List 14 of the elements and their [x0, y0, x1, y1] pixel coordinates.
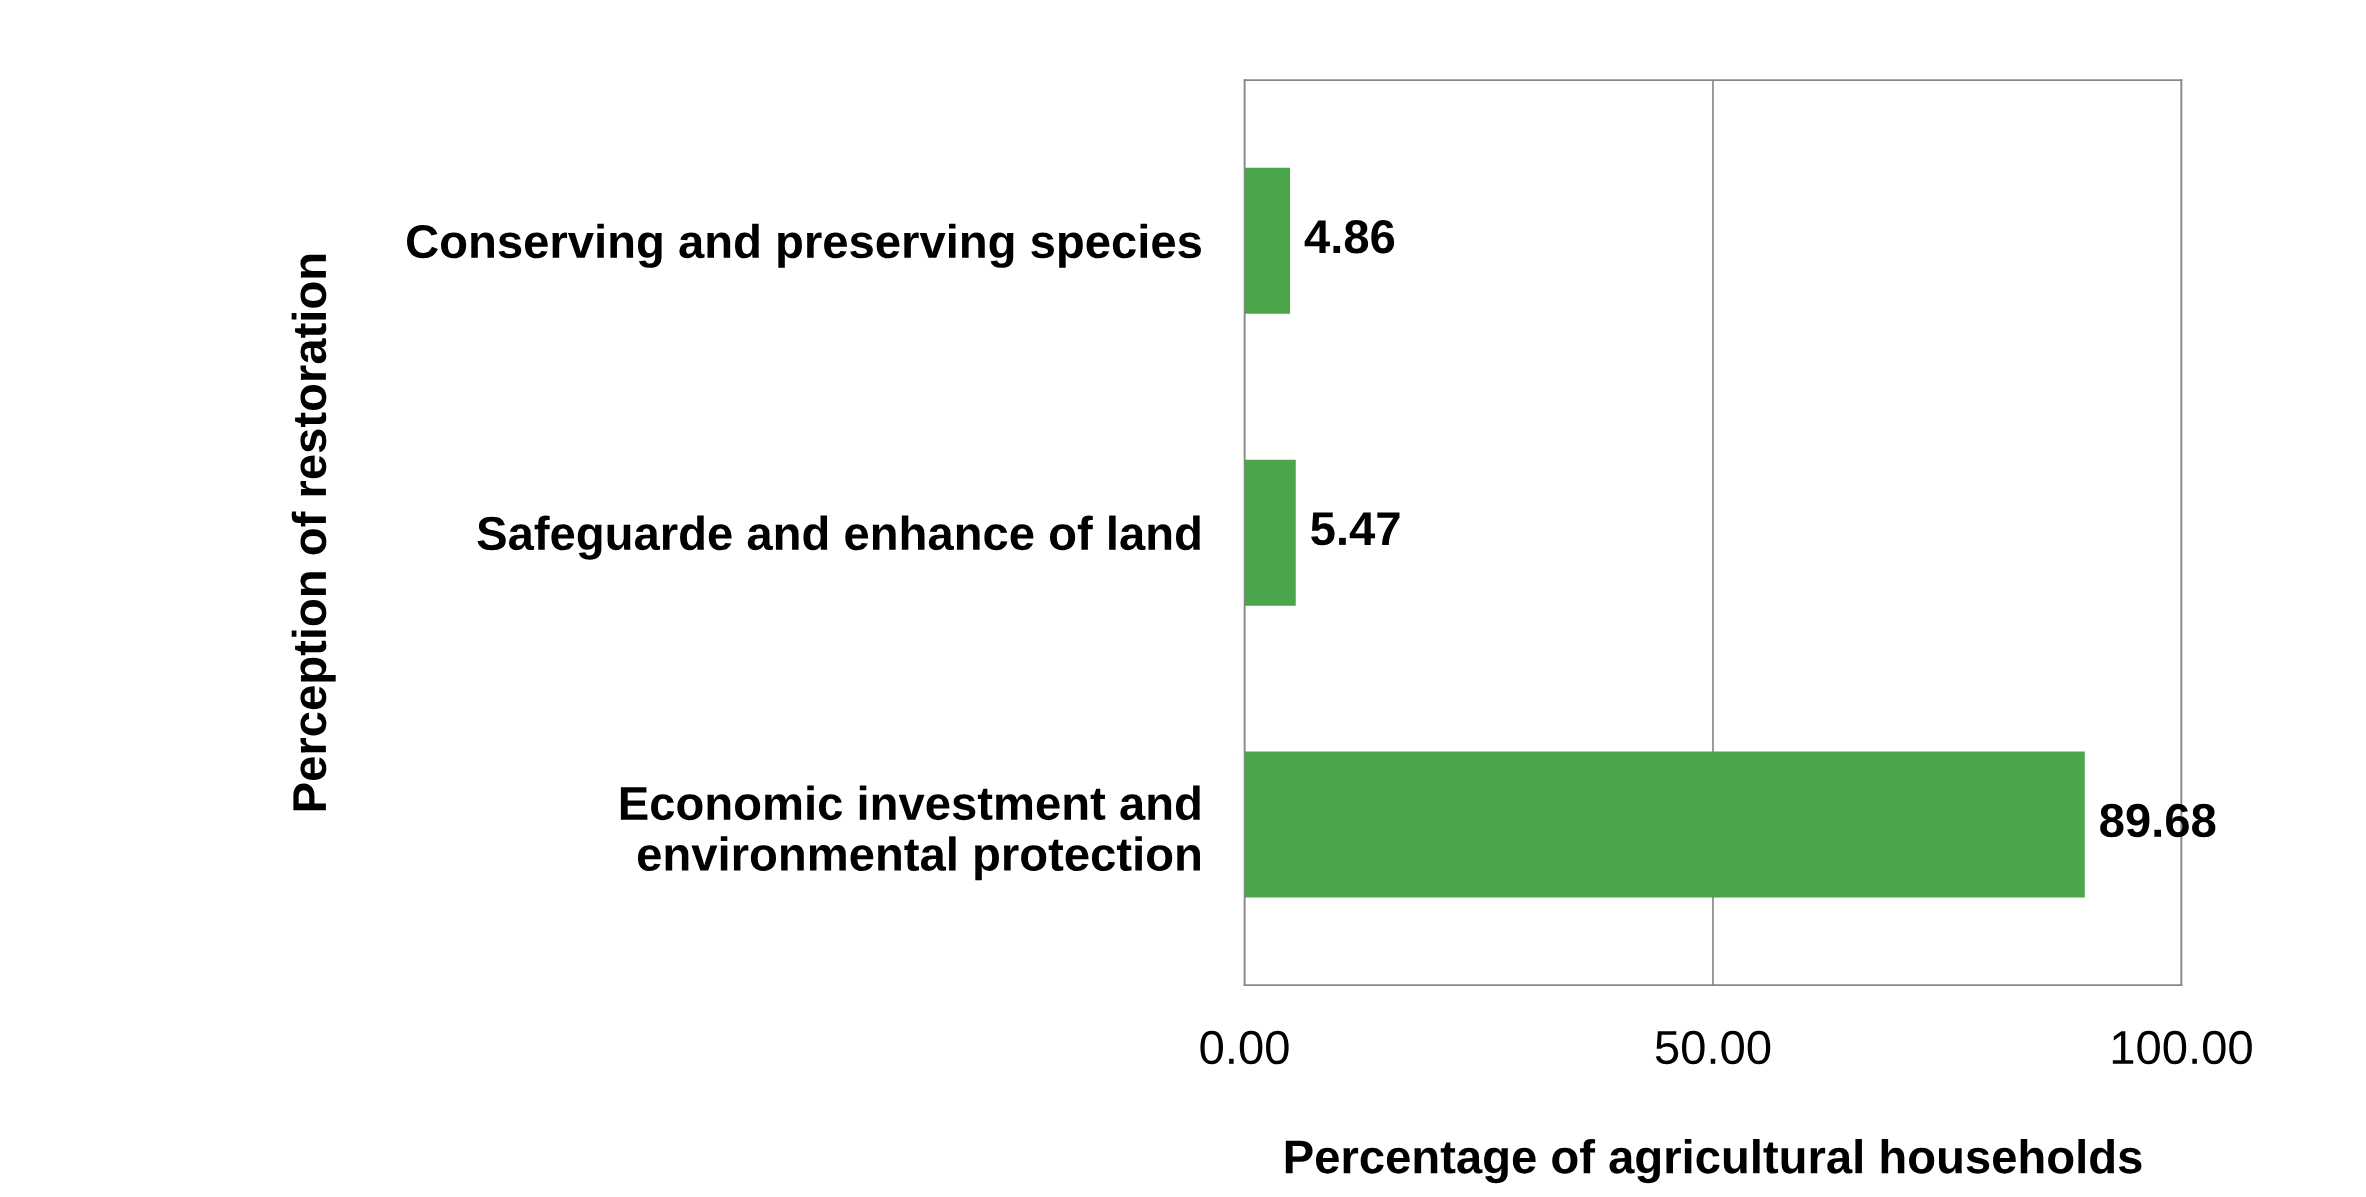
bar: [1244, 751, 2085, 898]
bar: [1244, 459, 1296, 606]
data-label: 89.68: [2100, 803, 2216, 838]
y-tick-label: Economic investment and environmental protection: [620, 785, 1200, 881]
x-tick-label: 100.00: [2112, 1030, 2252, 1065]
x-tick-label: 0.00: [1200, 1030, 1289, 1065]
x-tick-label: 50.00: [1655, 1030, 1771, 1065]
data-label: 4.86: [1304, 219, 1395, 254]
y-tick-label: Conserving and preserving species: [407, 223, 1201, 268]
data-label: 5.47: [1311, 512, 1400, 546]
bar: [1244, 167, 1291, 314]
y-tick-label: Safeguarde and enhance of land: [477, 515, 1200, 560]
y-axis-title: Perception of restoration: [291, 254, 336, 811]
x-axis-title: Percentage of agricultural households: [1285, 1138, 2142, 1184]
